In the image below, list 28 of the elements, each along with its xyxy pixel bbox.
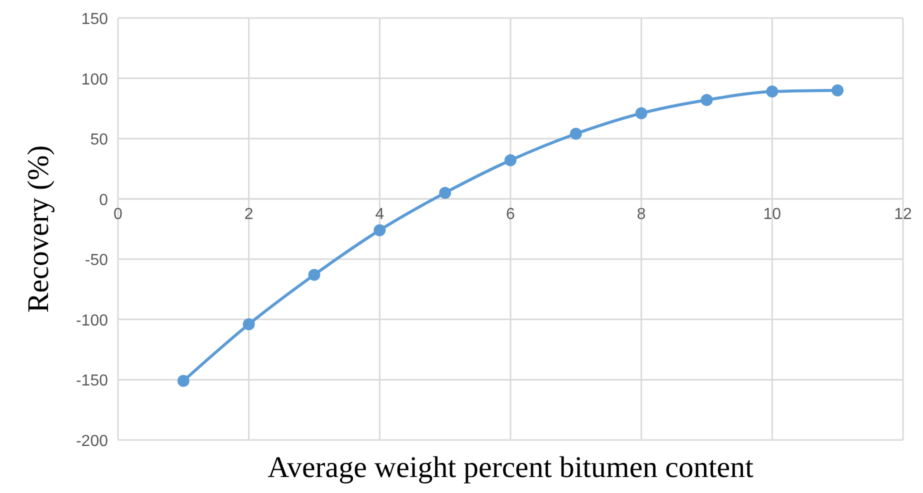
point — [242, 318, 255, 330]
x-tick-label: 12 — [894, 206, 912, 223]
point — [308, 268, 320, 281]
y-tick-label: -100 — [76, 312, 108, 330]
x-tick-label: 6 — [506, 206, 516, 223]
x-tick-label: 2 — [244, 206, 254, 223]
x-tick-label: 8 — [636, 206, 646, 223]
point — [439, 186, 452, 199]
y-axis-title: Recovery (%) — [22, 145, 55, 313]
x-tick-label: 0 — [114, 206, 123, 223]
y-tick-label: 50 — [90, 132, 108, 149]
point — [570, 128, 582, 140]
y-tick-label: -200 — [76, 433, 108, 450]
y-tick-label: -150 — [76, 372, 108, 390]
x-axis-title: Average weight percent bitumen content — [268, 451, 754, 484]
y-tick-label: -50 — [84, 252, 108, 270]
y-tick-label: 150 — [81, 11, 108, 28]
y-tick-label: 100 — [81, 71, 108, 88]
point — [700, 94, 713, 106]
point — [504, 154, 516, 166]
point — [832, 84, 844, 96]
point — [177, 374, 190, 387]
x-tick-label: 10 — [763, 206, 782, 223]
point — [766, 86, 778, 98]
point — [635, 107, 648, 120]
point — [374, 224, 386, 236]
x-tick-label: 4 — [375, 206, 384, 223]
y-tick-label: 0 — [99, 192, 108, 209]
